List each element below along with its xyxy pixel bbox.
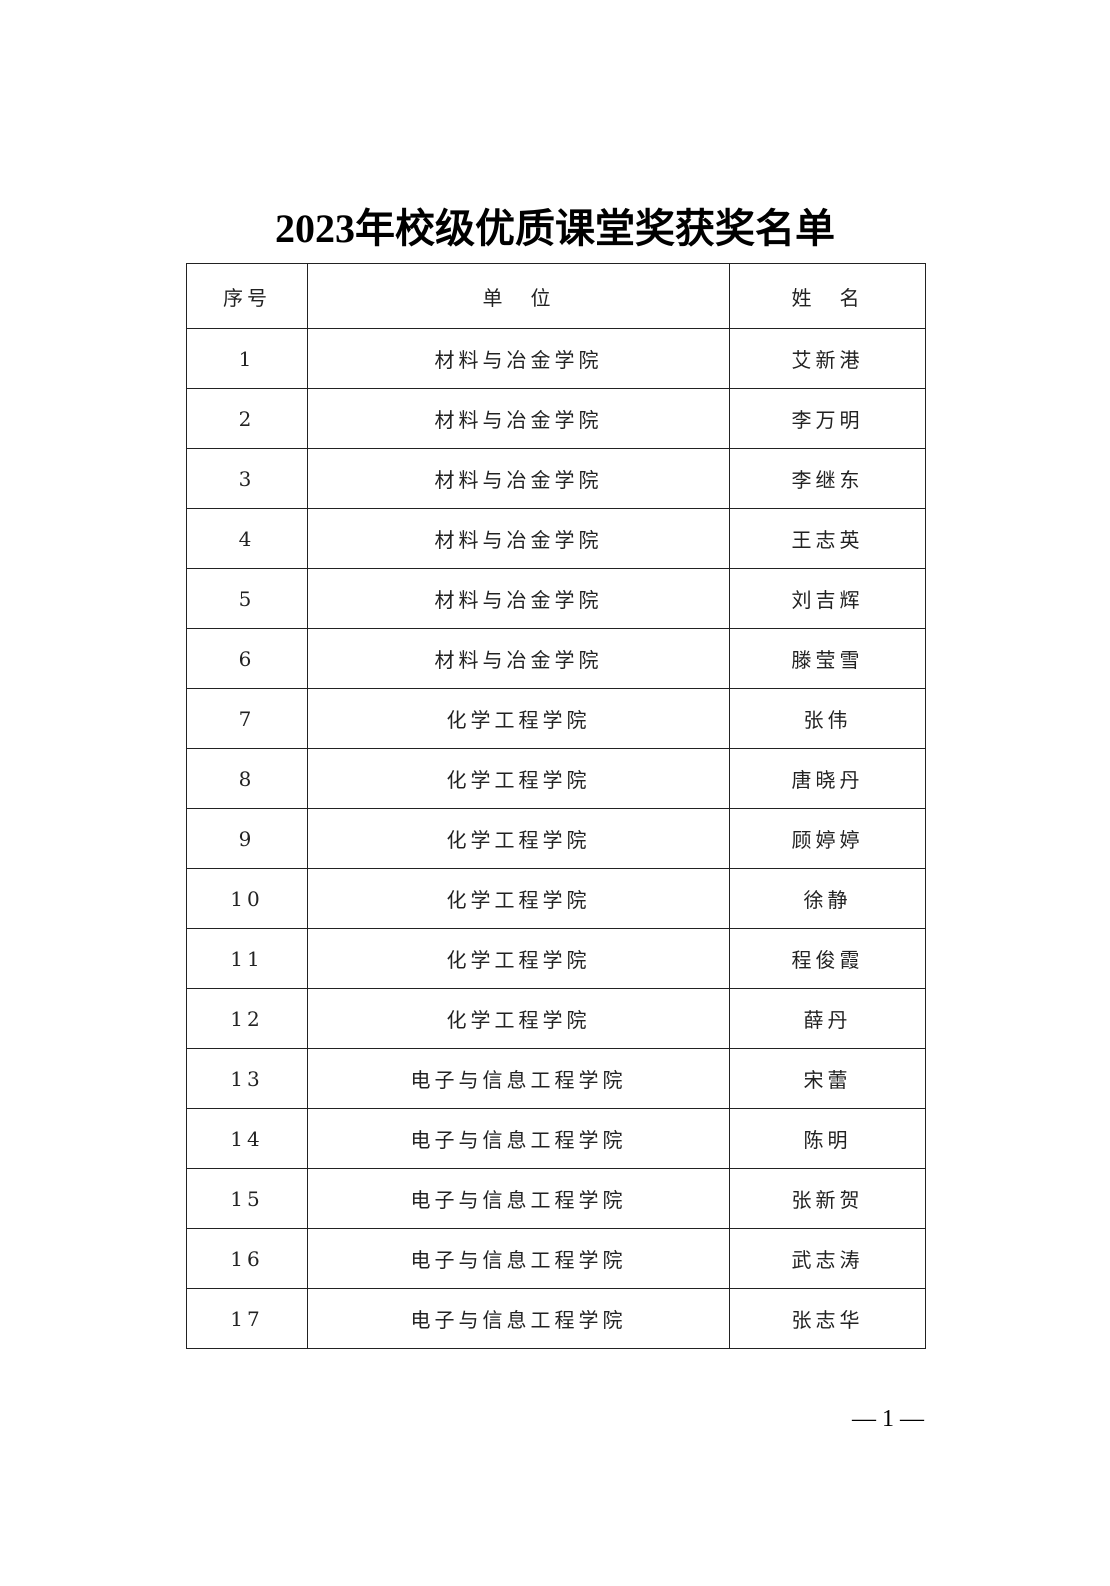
cell-unit: 电子与信息工程学院 — [307, 1108, 730, 1169]
cell-name: 程俊霞 — [729, 928, 926, 989]
table-row: 5 材料与冶金学院 刘吉辉 — [186, 568, 926, 629]
cell-index: 9 — [186, 808, 308, 869]
cell-unit: 材料与冶金学院 — [307, 328, 730, 389]
cell-name: 徐静 — [729, 868, 926, 929]
table-row: 9 化学工程学院 顾婷婷 — [186, 808, 926, 869]
cell-name: 王志英 — [729, 508, 926, 569]
table-row: 7 化学工程学院 张伟 — [186, 688, 926, 749]
table-row: 11 化学工程学院 程俊霞 — [186, 928, 926, 989]
cell-unit: 化学工程学院 — [307, 868, 730, 929]
cell-name: 陈明 — [729, 1108, 926, 1169]
header-name: 姓 名 — [729, 263, 926, 329]
award-table: 序号 单 位 姓 名 1 材料与冶金学院 艾新港 2 材料与冶金学院 李万明 3 材料与冶金学… — [186, 263, 926, 1349]
cell-unit: 材料与冶金学院 — [307, 388, 730, 449]
header-unit: 单 位 — [307, 263, 730, 329]
cell-name: 刘吉辉 — [729, 568, 926, 629]
table-row: 17 电子与信息工程学院 张志华 — [186, 1288, 926, 1349]
cell-name: 武志涛 — [729, 1228, 926, 1289]
cell-unit: 化学工程学院 — [307, 808, 730, 869]
cell-index: 2 — [186, 388, 308, 449]
table-row: 4 材料与冶金学院 王志英 — [186, 508, 926, 569]
table-row: 13 电子与信息工程学院 宋蕾 — [186, 1048, 926, 1109]
cell-name: 顾婷婷 — [729, 808, 926, 869]
cell-unit: 材料与冶金学院 — [307, 508, 730, 569]
table-row: 16 电子与信息工程学院 武志涛 — [186, 1228, 926, 1289]
cell-index: 16 — [186, 1228, 308, 1289]
cell-index: 11 — [186, 928, 308, 989]
cell-unit: 电子与信息工程学院 — [307, 1228, 730, 1289]
page-title: 2023年校级优质课堂奖获奖名单 — [275, 206, 835, 251]
cell-name: 唐晓丹 — [729, 748, 926, 809]
cell-name: 薛丹 — [729, 988, 926, 1049]
cell-name: 张新贺 — [729, 1168, 926, 1229]
cell-unit: 化学工程学院 — [307, 988, 730, 1049]
table-row: 15 电子与信息工程学院 张新贺 — [186, 1168, 926, 1229]
cell-unit: 材料与冶金学院 — [307, 448, 730, 509]
table-header-row: 序号 单 位 姓 名 — [186, 263, 926, 329]
cell-index: 6 — [186, 628, 308, 689]
cell-index: 3 — [186, 448, 308, 509]
table-row: 3 材料与冶金学院 李继东 — [186, 448, 926, 509]
cell-unit: 化学工程学院 — [307, 928, 730, 989]
cell-name: 艾新港 — [729, 328, 926, 389]
cell-index: 15 — [186, 1168, 308, 1229]
cell-unit: 化学工程学院 — [307, 748, 730, 809]
cell-unit: 电子与信息工程学院 — [307, 1168, 730, 1229]
cell-index: 5 — [186, 568, 308, 629]
cell-name: 张志华 — [729, 1288, 926, 1349]
cell-unit: 电子与信息工程学院 — [307, 1288, 730, 1349]
cell-index: 14 — [186, 1108, 308, 1169]
cell-index: 7 — [186, 688, 308, 749]
table-row: 12 化学工程学院 薛丹 — [186, 988, 926, 1049]
cell-index: 10 — [186, 868, 308, 929]
cell-index: 8 — [186, 748, 308, 809]
cell-name: 滕莹雪 — [729, 628, 926, 689]
cell-unit: 电子与信息工程学院 — [307, 1048, 730, 1109]
cell-unit: 材料与冶金学院 — [307, 628, 730, 689]
table-row: 10 化学工程学院 徐静 — [186, 868, 926, 929]
cell-name: 张伟 — [729, 688, 926, 749]
cell-name: 李万明 — [729, 388, 926, 449]
table-row: 8 化学工程学院 唐晓丹 — [186, 748, 926, 809]
cell-unit: 化学工程学院 — [307, 688, 730, 749]
cell-unit: 材料与冶金学院 — [307, 568, 730, 629]
table-row: 2 材料与冶金学院 李万明 — [186, 388, 926, 449]
header-index: 序号 — [186, 263, 308, 329]
table-row: 6 材料与冶金学院 滕莹雪 — [186, 628, 926, 689]
cell-index: 12 — [186, 988, 308, 1049]
cell-index: 13 — [186, 1048, 308, 1109]
page-number: — 1 — — [852, 1406, 924, 1432]
cell-index: 1 — [186, 328, 308, 389]
cell-name: 李继东 — [729, 448, 926, 509]
table-row: 1 材料与冶金学院 艾新港 — [186, 328, 926, 389]
cell-name: 宋蕾 — [729, 1048, 926, 1109]
table-row: 14 电子与信息工程学院 陈明 — [186, 1108, 926, 1169]
cell-index: 17 — [186, 1288, 308, 1349]
cell-index: 4 — [186, 508, 308, 569]
